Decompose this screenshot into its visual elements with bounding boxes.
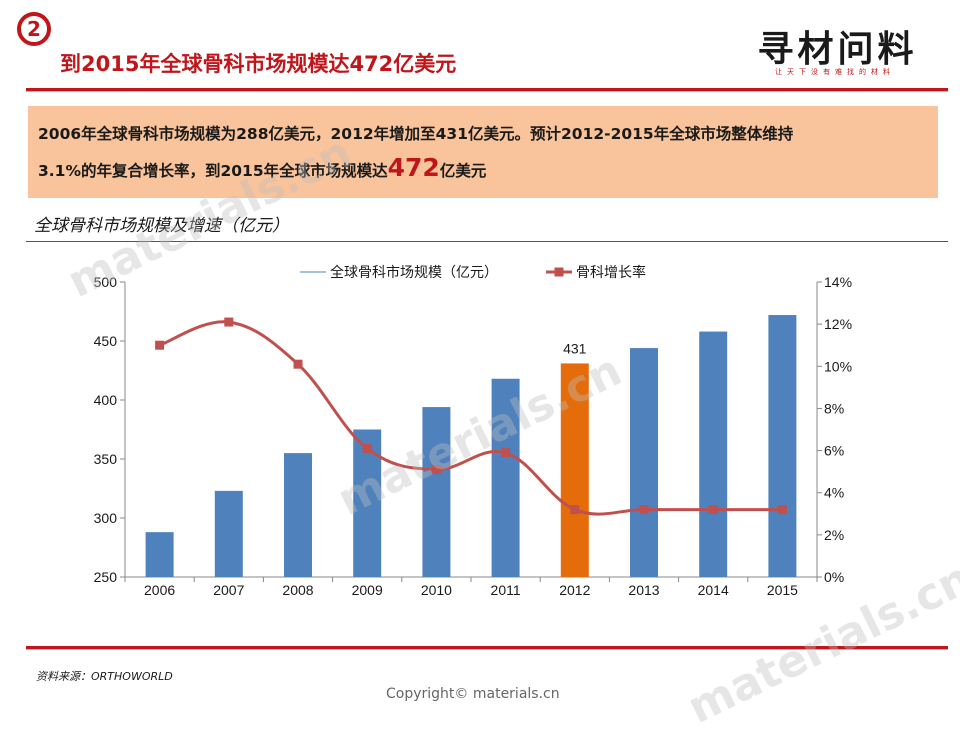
growth-rate-marker — [363, 444, 372, 453]
y-right-tick-label: 8% — [824, 400, 844, 416]
growth-rate-marker — [709, 505, 718, 514]
growth-rate-marker — [640, 505, 649, 514]
x-tick-label: 2010 — [421, 582, 452, 598]
legend-bar-label: 全球骨科市场规模（亿元） — [330, 264, 498, 280]
growth-rate-line — [160, 322, 783, 514]
growth-rate-marker — [570, 505, 579, 514]
y-right-tick-label: 12% — [824, 316, 852, 332]
bar — [630, 348, 658, 577]
y-right-tick-label: 6% — [824, 443, 844, 459]
x-tick-label: 2011 — [491, 582, 521, 598]
bar — [284, 453, 312, 577]
x-tick-label: 2012 — [559, 582, 590, 598]
legend-line-marker — [555, 268, 564, 277]
bar — [768, 315, 796, 577]
source-note: 资料来源：ORTHOWORLD — [36, 668, 173, 684]
growth-rate-marker — [224, 318, 233, 327]
bar — [146, 532, 174, 577]
y-left-tick-label: 350 — [94, 451, 118, 467]
growth-rate-marker — [294, 360, 303, 369]
y-left-tick-label: 300 — [94, 510, 118, 526]
footer-divider — [26, 646, 948, 650]
copyright-text: Copyright© materials.cn — [386, 686, 560, 702]
bar — [561, 363, 589, 577]
growth-rate-marker — [432, 465, 441, 474]
y-right-tick-label: 0% — [824, 569, 844, 585]
y-right-tick-label: 10% — [824, 358, 852, 374]
y-left-tick-label: 500 — [94, 274, 118, 290]
legend-line-label: 骨科增长率 — [576, 264, 646, 280]
y-right-tick-label: 2% — [824, 527, 844, 543]
x-tick-label: 2006 — [144, 582, 175, 598]
x-tick-label: 2014 — [698, 582, 729, 598]
x-tick-label: 2013 — [628, 582, 659, 598]
bar — [492, 379, 520, 577]
y-right-tick-label: 14% — [824, 274, 852, 290]
bar — [215, 491, 243, 577]
data-label: 431 — [563, 340, 587, 356]
x-tick-label: 2007 — [213, 582, 244, 598]
x-tick-label: 2009 — [352, 582, 383, 598]
y-right-tick-label: 4% — [824, 485, 844, 501]
y-left-tick-label: 250 — [94, 569, 118, 585]
bar — [699, 332, 727, 577]
y-left-tick-label: 400 — [94, 392, 118, 408]
y-left-tick-label: 450 — [94, 333, 118, 349]
combo-chart: 250 300 350 400 450 500 0% 2% 4% 6% 8% 10% 12% 14% 200… — [0, 0, 960, 720]
growth-rate-marker — [501, 448, 510, 457]
x-tick-label: 2015 — [767, 582, 798, 598]
growth-rate-marker — [155, 341, 164, 350]
x-tick-label: 2008 — [282, 582, 313, 598]
growth-rate-marker — [778, 505, 787, 514]
bar — [422, 407, 450, 577]
